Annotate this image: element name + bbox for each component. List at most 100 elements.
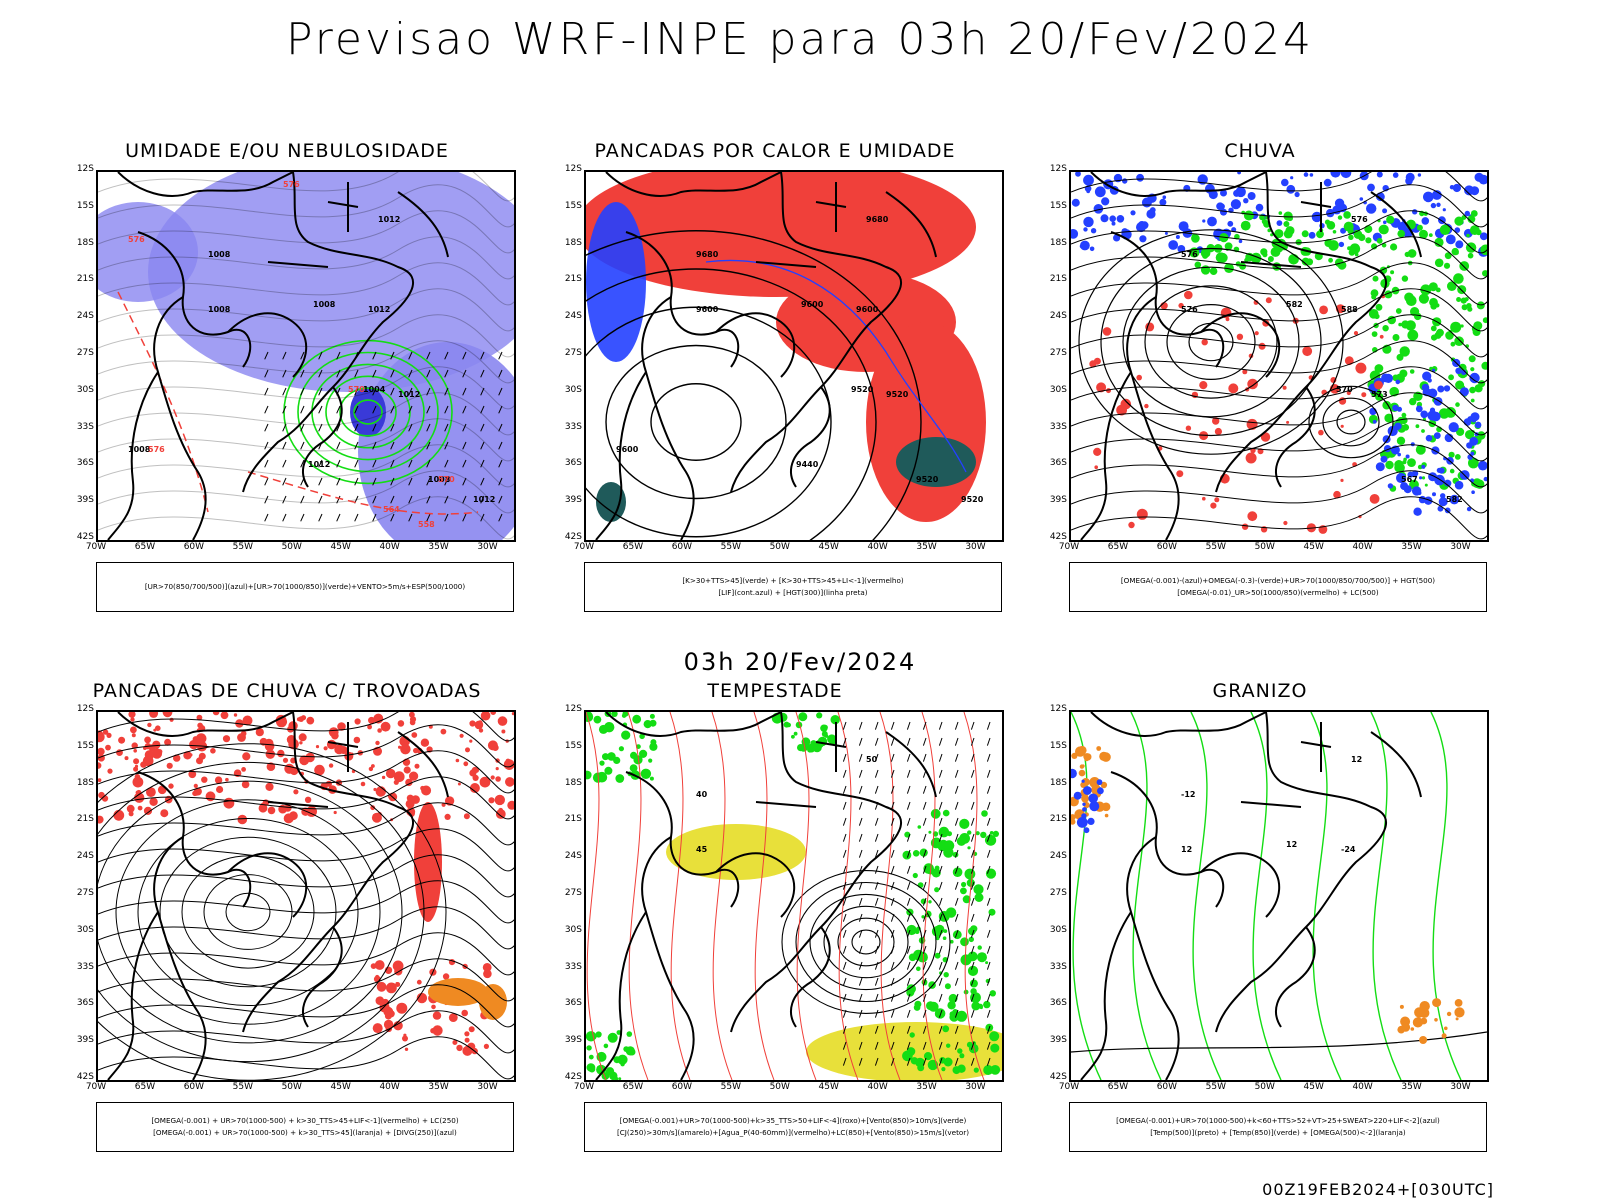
wind-green-area (618, 746, 624, 752)
lc250-streamline (98, 828, 514, 872)
hgt500-contour (1078, 229, 1344, 455)
omega-orange-area (1432, 998, 1442, 1008)
wind-streamline (98, 236, 514, 280)
wind-vector (426, 369, 431, 378)
rain-blue-area (1449, 494, 1460, 505)
legend-box: [OMEGA(-0.001)-(azul)+OMEGA(-0.3)-(verde… (1069, 562, 1487, 612)
wind-vector (922, 1041, 927, 1050)
rain-green-area (1267, 256, 1274, 262)
wind-green-area (947, 1001, 956, 1010)
thunderstorm-red-area (133, 749, 137, 753)
lat-tick-label: 33S (564, 961, 582, 972)
rain-blue-area (1162, 195, 1167, 199)
thunderstorm-red-area (479, 776, 491, 788)
wind-vector (462, 459, 467, 468)
contour-label: 50 (866, 755, 878, 764)
wind-vector (986, 929, 991, 938)
country-border (1275, 926, 1316, 1028)
country-border (595, 911, 647, 1080)
rain-red-area (1093, 447, 1102, 456)
omega-orange-area (1410, 1027, 1415, 1031)
lon-tick-label: 65W (622, 1082, 644, 1092)
rain-blue-area (1116, 215, 1125, 223)
wind-streamline (98, 366, 514, 410)
country-border (302, 386, 343, 488)
wind-vector (890, 913, 895, 922)
wind-vector (874, 849, 879, 858)
map-svg: 50 40 45 (586, 712, 1002, 1080)
thunderstorm-red-area (258, 803, 268, 813)
wind-green-area (983, 1000, 991, 1009)
wind-vector (336, 459, 341, 468)
rain-green-area (1259, 214, 1265, 221)
thunderstorm-red-area (409, 771, 419, 781)
rain-green-area (1460, 324, 1464, 328)
wind-vector (390, 495, 395, 504)
lat-tick-label: 15S (1049, 200, 1067, 211)
thunderstorm-red-area (468, 1026, 475, 1033)
hgt500-streamline (1071, 392, 1487, 436)
wind-vector (842, 801, 847, 810)
rain-blue-area (1445, 234, 1456, 245)
wind-green-area (975, 831, 980, 836)
lat-tick-label: 18S (76, 237, 94, 248)
rain-blue-area (1281, 178, 1289, 187)
wind-vector (354, 459, 359, 468)
wind-vector (354, 369, 359, 378)
rain-blue-area (1113, 234, 1121, 242)
legend-text: [Temp(500)](preto) + [Temp(850)](verde) … (1150, 1128, 1406, 1137)
lc250-streamline (98, 854, 514, 898)
wind-vector (858, 721, 863, 730)
wind-vector (970, 1025, 975, 1034)
wind-vector (858, 1009, 863, 1018)
rain-blue-area (1466, 506, 1472, 512)
rain-blue-area (1294, 191, 1300, 198)
wind-green-area (964, 868, 976, 880)
rain-red-area (1178, 302, 1184, 309)
lat-tick-label: 18S (1049, 777, 1067, 788)
rain-blue-area (1149, 207, 1156, 213)
rain-blue-area (1238, 239, 1243, 244)
contour-label: 564 (383, 505, 400, 514)
thunderstorm-red-area (474, 720, 484, 730)
thunderstorm-red-area (497, 716, 508, 726)
rain-blue-area (1403, 485, 1412, 494)
wind-vector (874, 881, 879, 890)
rain-green-area (1370, 289, 1379, 297)
thunderstorm-red-area (169, 717, 174, 722)
rain-green-area (1401, 412, 1407, 418)
wind-vector (890, 961, 895, 970)
wind-green-area (599, 760, 605, 766)
hgt500-streamline (1071, 210, 1487, 254)
contour-label: 570 (438, 475, 455, 484)
wind-vector (408, 423, 413, 432)
wind-vector (954, 913, 959, 922)
wind-vector (874, 1009, 879, 1018)
contour-label: 1008 (428, 475, 451, 484)
omega-orange-area (1454, 1007, 1465, 1018)
wind-green-area (603, 1043, 609, 1049)
rain-blue-area (1159, 198, 1167, 206)
lc250-streamline (98, 750, 514, 794)
thunderstorm-red-area (130, 726, 137, 734)
hgt300-contour (605, 344, 787, 500)
rain-red-area (1319, 305, 1328, 315)
wind-vector (282, 423, 287, 432)
rain-blue-area (1220, 208, 1227, 216)
lat-tick-label: 30S (1049, 924, 1067, 935)
thunderstorm-red-area (414, 763, 420, 769)
wind-green-area (921, 915, 925, 919)
wind-vector (318, 387, 323, 396)
wind-vector (922, 785, 927, 794)
wind-vector (906, 1009, 911, 1018)
lc850-contour (823, 905, 909, 979)
wind-vector (858, 849, 863, 858)
wind-green-area (816, 712, 823, 719)
thunderstorm-red-area (381, 775, 386, 780)
country-border (1110, 771, 1225, 908)
rain-blue-area (1338, 241, 1345, 248)
wind-vector (954, 833, 959, 842)
thunderstorm-red-area (490, 712, 496, 715)
thunderstorm-red-area (480, 712, 491, 721)
wind-vector (970, 833, 975, 842)
